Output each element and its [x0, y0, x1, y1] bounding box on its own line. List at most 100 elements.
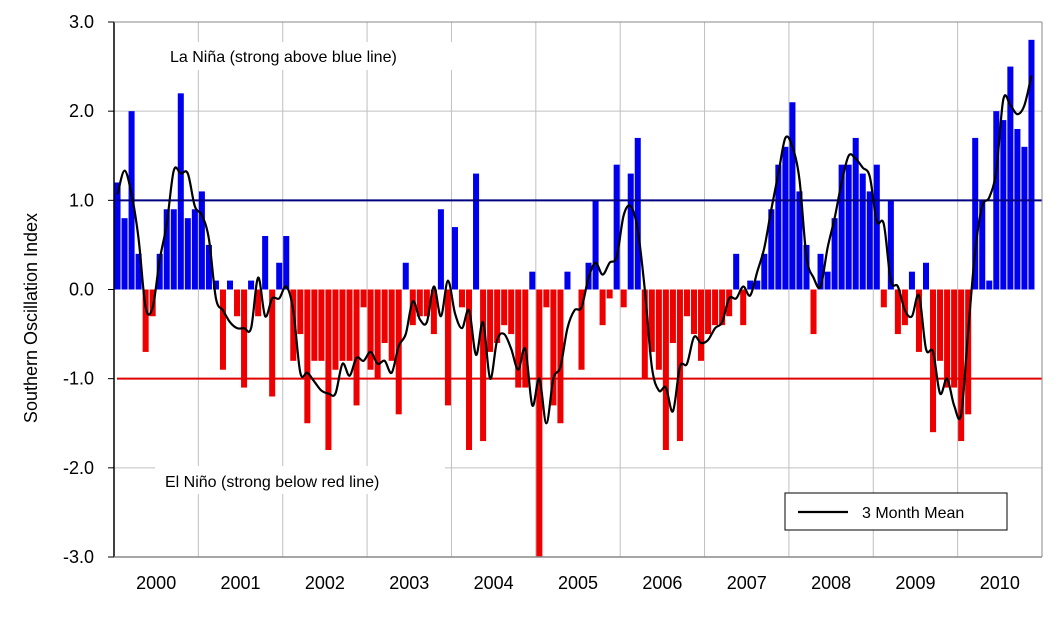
- soi-bar: [740, 289, 747, 326]
- x-tick-label: 2003: [389, 573, 429, 593]
- soi-bar: [803, 244, 810, 290]
- soi-bar: [915, 289, 922, 352]
- y-tick-label: -3.0: [63, 547, 94, 567]
- x-tick-labels: 2000 2001 2002 2003 2004 2005 2006 2007 2008 2009…: [136, 573, 1020, 593]
- soi-bar: [669, 289, 676, 343]
- soi-bar: [754, 280, 761, 290]
- soi-bar: [873, 164, 880, 290]
- soi-bar: [690, 289, 698, 335]
- reference-lines: [117, 199, 1042, 380]
- soi-bar: [381, 289, 388, 343]
- soi-bar: [191, 209, 198, 290]
- soi-bar: [627, 173, 634, 290]
- soi-bar: [515, 289, 522, 388]
- soi-bar: [634, 137, 641, 290]
- soi-bar: [353, 289, 360, 406]
- soi-bar: [198, 191, 205, 290]
- soi-bar: [719, 289, 726, 326]
- soi-bar: [339, 289, 346, 361]
- soi-bar: [620, 289, 627, 308]
- soi-bar: [346, 289, 353, 361]
- soi-bar: [958, 289, 965, 442]
- x-tick-label: 2002: [305, 573, 345, 593]
- soi-bar: [712, 289, 719, 326]
- soi-bar: [283, 236, 290, 290]
- soi-bar: [248, 280, 255, 290]
- soi-bar: [163, 209, 170, 290]
- soi-bar: [451, 227, 458, 290]
- soi-bar: [845, 164, 852, 290]
- soi-bar: [831, 218, 838, 290]
- y-tick-label: 2.0: [69, 101, 94, 121]
- soi-bar: [894, 289, 901, 335]
- soi-bar: [641, 289, 648, 379]
- legend-label: 3 Month Mean: [862, 505, 964, 522]
- soi-bar: [564, 271, 571, 290]
- soi-bar: [276, 262, 283, 290]
- soi-bar: [142, 289, 149, 352]
- x-tick-label: 2008: [811, 573, 851, 593]
- x-tick-label: 2007: [727, 573, 767, 593]
- soi-bar: [922, 262, 930, 290]
- soi-bar: [887, 200, 894, 290]
- soi-bar: [121, 218, 128, 290]
- x-tick-label: 2004: [474, 573, 514, 593]
- x-tick-label: 2010: [980, 573, 1020, 593]
- soi-bar: [480, 289, 487, 442]
- soi-bar: [951, 289, 958, 388]
- soi-bar: [908, 271, 915, 290]
- soi-bar: [388, 289, 395, 361]
- soi-bar: [979, 200, 986, 290]
- soi-bar: [930, 289, 937, 433]
- x-tick-label: 2005: [558, 573, 598, 593]
- soi-bar: [205, 244, 212, 290]
- soi-bar: [536, 289, 543, 557]
- soi-bar: [761, 253, 768, 290]
- soi-bar: [487, 289, 494, 352]
- soi-bar: [430, 289, 437, 335]
- soi-bar: [114, 182, 121, 290]
- y-tick-label: 0.0: [69, 280, 94, 300]
- soi-bar: [775, 164, 782, 290]
- soi-bar: [986, 280, 993, 290]
- soi-bar: [241, 289, 248, 388]
- soi-bar: [852, 137, 859, 290]
- soi-bar: [866, 191, 873, 290]
- soi-bar: [824, 271, 831, 290]
- soi-bar: [817, 253, 824, 290]
- y-tick-label: -2.0: [63, 458, 94, 478]
- soi-bar: [965, 289, 972, 415]
- soi-bar: [1014, 129, 1021, 290]
- x-tick-label: 2006: [642, 573, 682, 593]
- soi-bar: [698, 289, 705, 361]
- soi-bar: [655, 289, 662, 370]
- soi-bar: [557, 289, 564, 424]
- soi-bar: [1021, 146, 1028, 290]
- soi-bar: [733, 253, 740, 290]
- soi-bar: [1028, 39, 1035, 290]
- soi-bar: [1007, 66, 1014, 290]
- soi-bar: [944, 289, 951, 388]
- soi-bar: [226, 280, 234, 290]
- soi-bar: [648, 289, 655, 352]
- three-month-mean-line: [116, 75, 1033, 425]
- soi-bar: [606, 289, 613, 299]
- soi-bar: [290, 289, 297, 361]
- soi-bar: [156, 253, 163, 290]
- soi-bar: [768, 209, 775, 290]
- soi-bar: [262, 236, 269, 290]
- soi-bar: [508, 289, 515, 335]
- soi-bar: [177, 93, 184, 290]
- soi-bar: [170, 209, 177, 290]
- soi-bar: [304, 289, 311, 424]
- soi-bar: [522, 289, 529, 388]
- soi-bar: [1000, 120, 1007, 290]
- soi-bar: [437, 209, 444, 290]
- soi-bar: [212, 280, 219, 290]
- la-nina-annotation: La Niña (strong above blue line): [160, 42, 452, 70]
- soi-bar: [796, 191, 803, 290]
- soi-bar: [937, 289, 944, 361]
- soi-bar: [395, 289, 402, 415]
- soi-bar: [705, 289, 712, 335]
- soi-bar: [466, 289, 473, 450]
